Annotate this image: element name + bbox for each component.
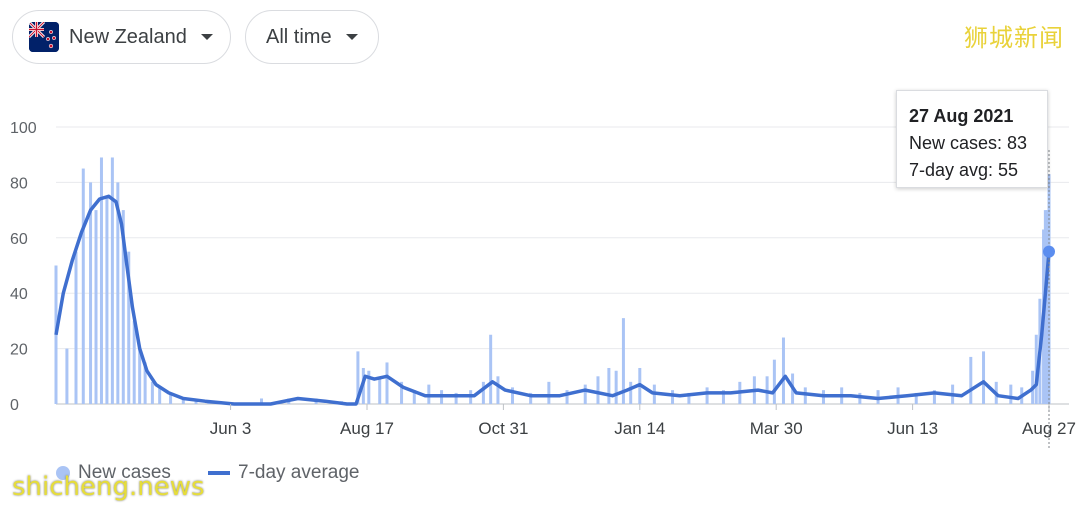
seven-day-average-path	[54, 194, 1051, 406]
x-tick-label: Mar 30	[750, 419, 803, 438]
new-cases-bar	[385, 362, 389, 404]
new-cases-bar	[529, 392, 533, 404]
country-label: New Zealand	[69, 25, 187, 48]
new-cases-bar	[705, 387, 709, 404]
caret-down-icon	[345, 34, 358, 40]
new-cases-bar	[378, 379, 382, 404]
new-cases-bar	[1047, 174, 1051, 404]
data-tooltip: 27 Aug 2021 New cases: 83 7-day avg: 55	[896, 90, 1048, 188]
legend-label: 7-day average	[238, 462, 360, 483]
new-cases-bar	[181, 398, 185, 404]
new-cases-bar	[781, 337, 785, 404]
axis-labels: 0 20 40 60 80 100 Jun 3 Aug 17 Oct 31 Jan 14 Mar 3…	[10, 120, 1076, 438]
brand-logo-text: 狮城新闻	[964, 24, 1064, 52]
legend-label: New cases	[78, 462, 171, 483]
caret-down-icon	[200, 34, 213, 40]
new-cases-bar	[596, 376, 600, 404]
new-cases-bar	[1045, 210, 1049, 404]
new-cases-bar	[94, 210, 98, 404]
new-cases-bar	[772, 359, 776, 404]
tooltip-new-cases: New cases: 83	[909, 133, 1028, 153]
y-tick-label: 100	[10, 120, 37, 137]
new-cases-bar	[169, 392, 173, 404]
x-tick-label: Jan 14	[614, 419, 665, 438]
new-cases-bar	[400, 381, 404, 404]
y-tick-label: 0	[10, 397, 19, 414]
new-cases-bar	[127, 251, 131, 404]
legend-item-new-cases[interactable]: New cases	[56, 462, 171, 484]
new-cases-bar	[481, 381, 485, 404]
new-cases-bar	[74, 251, 78, 404]
new-cases-bar	[510, 387, 514, 404]
new-cases-bar	[565, 390, 569, 404]
new-cases-bar	[194, 401, 198, 404]
new-cases-bar	[932, 390, 936, 404]
nz-flag-icon	[29, 22, 59, 52]
new-cases-bar	[110, 157, 114, 404]
new-cases-bar	[99, 157, 103, 404]
new-cases-bar	[621, 318, 625, 404]
new-cases-bar	[158, 387, 162, 404]
new-cases-bar	[969, 356, 973, 404]
new-cases-bar	[629, 381, 633, 404]
new-cases-bar	[116, 182, 120, 404]
line-icon	[208, 471, 230, 475]
new-cases-bar	[260, 398, 264, 404]
new-cases-bar	[496, 376, 500, 404]
hover-point	[1043, 245, 1055, 258]
new-cases-bar	[65, 348, 69, 404]
new-cases-bar	[105, 196, 109, 404]
x-tick-label: Aug 17	[340, 419, 394, 438]
new-cases-bar	[858, 392, 862, 404]
new-cases-bar	[607, 367, 611, 404]
new-cases-bar	[89, 182, 93, 404]
new-cases-bar	[982, 351, 986, 404]
new-cases-bar	[412, 390, 416, 404]
new-cases-bar	[121, 210, 125, 404]
legend-item-seven-day-average[interactable]: 7-day average	[208, 462, 359, 484]
time-range-selector[interactable]: All time	[245, 10, 379, 64]
new-cases-bar	[914, 392, 918, 404]
seven-day-average-line	[54, 194, 1051, 406]
tooltip-average: 7-day avg: 55	[909, 160, 1019, 180]
new-cases-bar	[1009, 384, 1013, 404]
y-tick-label: 80	[10, 175, 28, 192]
y-tick-label: 20	[10, 342, 28, 359]
new-cases-bar	[671, 390, 675, 404]
y-tick-label: 40	[10, 286, 28, 303]
new-cases-bar	[803, 387, 807, 404]
y-tick-label: 60	[10, 231, 28, 248]
time-range-label: All time	[266, 25, 332, 48]
new-cases-bar	[687, 392, 691, 404]
country-selector[interactable]: New Zealand	[12, 10, 231, 64]
new-cases-bar	[547, 381, 551, 404]
new-cases-bar	[583, 384, 587, 404]
new-cases-bar	[143, 362, 147, 404]
new-cases-bar	[489, 334, 493, 404]
x-tick-label: Jun 3	[210, 419, 252, 438]
x-tick-label: Jun 13	[887, 419, 938, 438]
dot-icon	[56, 466, 70, 480]
new-cases-bar	[614, 370, 618, 404]
new-cases-bar	[150, 381, 154, 404]
new-cases-bar	[356, 351, 360, 404]
x-tick-label: Aug 27	[1022, 419, 1076, 438]
x-tick-label: Oct 31	[478, 419, 528, 438]
new-cases-bar	[454, 392, 458, 404]
new-cases-bars	[54, 157, 1051, 404]
new-cases-bar	[132, 320, 136, 404]
tooltip-date: 27 Aug 2021	[909, 106, 1014, 126]
new-cases-bar	[138, 348, 142, 404]
new-cases-bar	[81, 168, 85, 404]
new-cases-bar	[721, 390, 725, 404]
new-cases-bar	[367, 370, 371, 404]
watermark: shicheng.news	[12, 472, 205, 502]
tooltip-marker	[1043, 150, 1055, 450]
